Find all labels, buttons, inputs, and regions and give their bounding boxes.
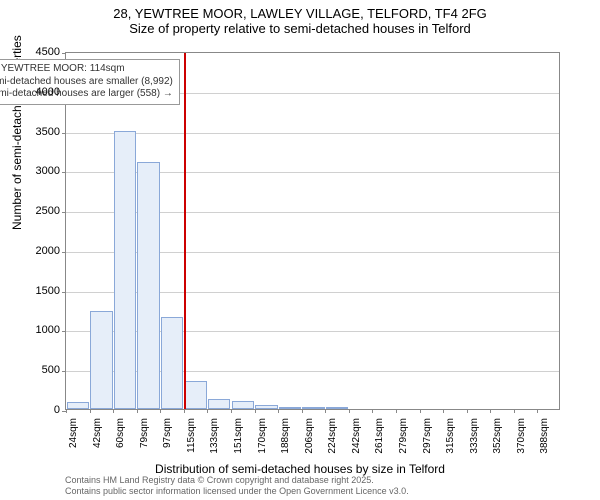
- ytick-mark: [62, 212, 66, 213]
- xtick-label: 242sqm: [351, 418, 362, 468]
- xtick-mark: [514, 409, 515, 413]
- xtick-mark: [255, 409, 256, 413]
- ytick-label: 4000: [10, 86, 60, 98]
- xtick-label: 115sqm: [186, 418, 197, 468]
- xtick-label: 261sqm: [374, 418, 385, 468]
- xtick-mark: [184, 409, 185, 413]
- footer-line2: Contains public sector information licen…: [65, 486, 409, 497]
- xtick-label: 224sqm: [327, 418, 338, 468]
- xtick-label: 79sqm: [139, 418, 150, 468]
- xtick-mark: [302, 409, 303, 413]
- gridline-h: [66, 133, 559, 134]
- ytick-mark: [62, 331, 66, 332]
- xtick-label: 188sqm: [280, 418, 291, 468]
- ytick-label: 1500: [10, 285, 60, 297]
- xtick-mark: [537, 409, 538, 413]
- annotation-line: 28 YEWTREE MOOR: 114sqm: [0, 63, 173, 76]
- x-axis-label: Distribution of semi-detached houses by …: [0, 462, 600, 476]
- histogram-bar: [114, 131, 136, 409]
- histogram-bar: [208, 399, 230, 409]
- xtick-label: 42sqm: [92, 418, 103, 468]
- chart-title-line1: 28, YEWTREE MOOR, LAWLEY VILLAGE, TELFOR…: [0, 6, 600, 21]
- histogram-bar: [90, 311, 112, 409]
- xtick-mark: [113, 409, 114, 413]
- xtick-label: 315sqm: [445, 418, 456, 468]
- ytick-label: 1000: [10, 324, 60, 336]
- histogram-bar: [67, 402, 89, 409]
- xtick-label: 297sqm: [422, 418, 433, 468]
- histogram-bar: [232, 401, 254, 409]
- xtick-mark: [160, 409, 161, 413]
- property-indicator-line: [184, 53, 186, 409]
- ytick-label: 3500: [10, 126, 60, 138]
- xtick-mark: [467, 409, 468, 413]
- xtick-label: 352sqm: [492, 418, 503, 468]
- ytick-mark: [62, 172, 66, 173]
- xtick-label: 24sqm: [68, 418, 79, 468]
- ytick-mark: [62, 53, 66, 54]
- xtick-mark: [396, 409, 397, 413]
- xtick-mark: [278, 409, 279, 413]
- footer-attribution: Contains HM Land Registry data © Crown c…: [65, 475, 409, 497]
- xtick-mark: [325, 409, 326, 413]
- xtick-label: 151sqm: [233, 418, 244, 468]
- xtick-label: 206sqm: [304, 418, 315, 468]
- xtick-mark: [66, 409, 67, 413]
- xtick-label: 133sqm: [209, 418, 220, 468]
- xtick-label: 279sqm: [398, 418, 409, 468]
- ytick-label: 2500: [10, 205, 60, 217]
- xtick-mark: [137, 409, 138, 413]
- histogram-bar: [255, 405, 277, 409]
- xtick-mark: [443, 409, 444, 413]
- ytick-label: 3000: [10, 165, 60, 177]
- xtick-mark: [207, 409, 208, 413]
- ytick-mark: [62, 371, 66, 372]
- histogram-bar: [279, 407, 301, 409]
- histogram-bar: [161, 317, 183, 409]
- chart-title-block: 28, YEWTREE MOOR, LAWLEY VILLAGE, TELFOR…: [0, 0, 600, 38]
- xtick-mark: [90, 409, 91, 413]
- xtick-label: 333sqm: [469, 418, 480, 468]
- xtick-label: 388sqm: [539, 418, 550, 468]
- xtick-label: 370sqm: [516, 418, 527, 468]
- histogram-bar: [184, 381, 206, 409]
- xtick-mark: [372, 409, 373, 413]
- ytick-label: 4500: [10, 46, 60, 58]
- ytick-label: 0: [10, 404, 60, 416]
- xtick-label: 170sqm: [257, 418, 268, 468]
- histogram-bar: [302, 407, 324, 409]
- ytick-mark: [62, 133, 66, 134]
- ytick-label: 2000: [10, 245, 60, 257]
- xtick-mark: [231, 409, 232, 413]
- ytick-label: 500: [10, 364, 60, 376]
- xtick-mark: [349, 409, 350, 413]
- xtick-label: 97sqm: [162, 418, 173, 468]
- xtick-mark: [490, 409, 491, 413]
- histogram-plot: 28 YEWTREE MOOR: 114sqm← 94% of semi-det…: [65, 52, 560, 410]
- footer-line1: Contains HM Land Registry data © Crown c…: [65, 475, 409, 486]
- ytick-mark: [62, 292, 66, 293]
- xtick-mark: [420, 409, 421, 413]
- chart-title-line2: Size of property relative to semi-detach…: [0, 21, 600, 36]
- histogram-bar: [137, 162, 159, 409]
- histogram-bar: [326, 407, 348, 409]
- ytick-mark: [62, 252, 66, 253]
- xtick-label: 60sqm: [115, 418, 126, 468]
